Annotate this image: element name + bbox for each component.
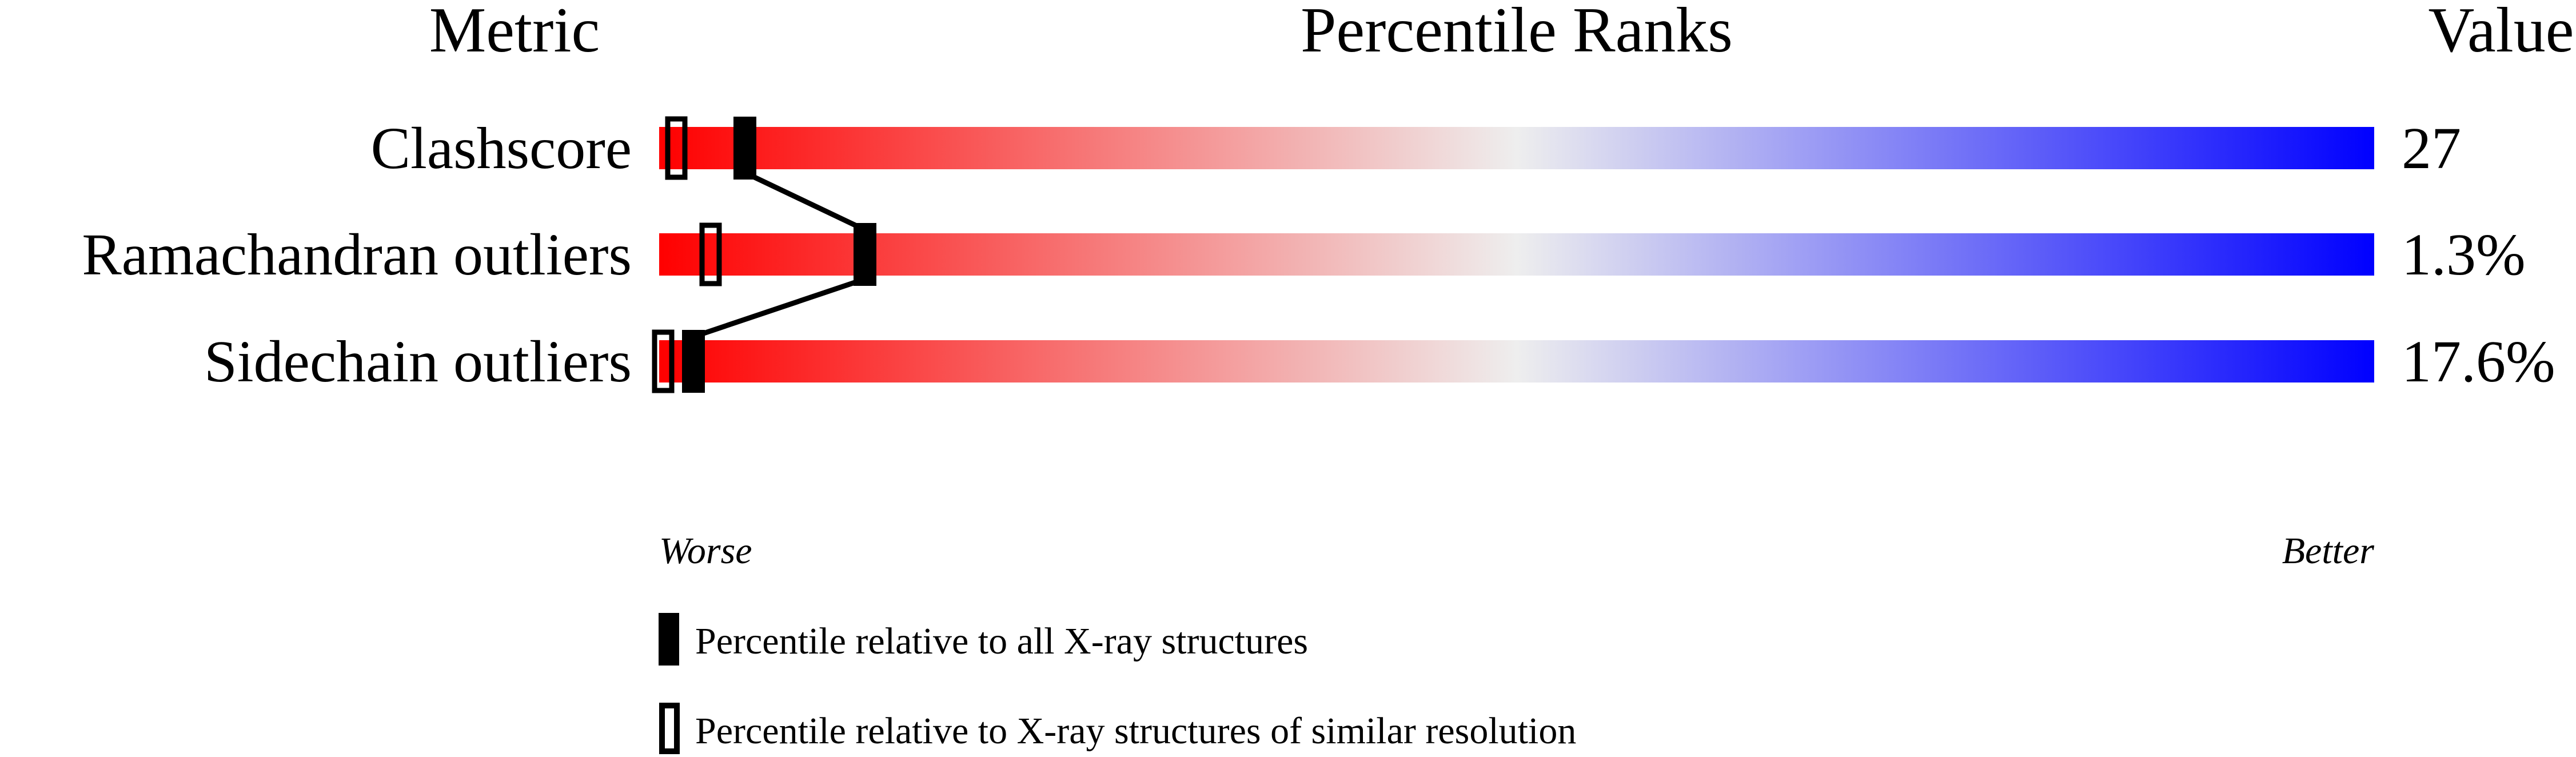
header-percentile: Percentile Ranks: [1301, 0, 1733, 66]
marker-similar-resolution: [665, 116, 688, 180]
metric-label: Clashscore: [371, 115, 632, 181]
legend-label-all: Percentile relative to all X-ray structu…: [695, 620, 1308, 662]
marker-similar-resolution: [699, 222, 722, 286]
marker-all-structures: [854, 223, 876, 286]
metric-label: Sidechain outliers: [204, 329, 632, 395]
connector-line: [744, 170, 866, 233]
header-metric: Metric: [429, 0, 600, 66]
metric-label: Ramachandran outliers: [82, 222, 632, 288]
marker-all-structures: [733, 117, 756, 180]
percentile-bar: [659, 127, 2374, 169]
header-value: Value: [2428, 0, 2574, 66]
axis-label-better: Better: [2282, 530, 2375, 572]
metric-value: 1.3%: [2402, 222, 2526, 288]
metric-value: 27: [2402, 115, 2461, 181]
percentile-bar: [659, 340, 2374, 383]
marker-similar-resolution: [652, 329, 675, 393]
legend-label-similar: Percentile relative to X-ray structures …: [695, 710, 1576, 752]
metric-value: 17.6%: [2402, 329, 2555, 395]
legend-open-marker: [659, 703, 680, 754]
connector-line: [692, 276, 866, 340]
legend-filled-marker: [659, 613, 679, 666]
percentile-bar: [659, 233, 2374, 276]
marker-all-structures: [682, 330, 705, 393]
axis-label-worse: Worse: [659, 530, 752, 572]
